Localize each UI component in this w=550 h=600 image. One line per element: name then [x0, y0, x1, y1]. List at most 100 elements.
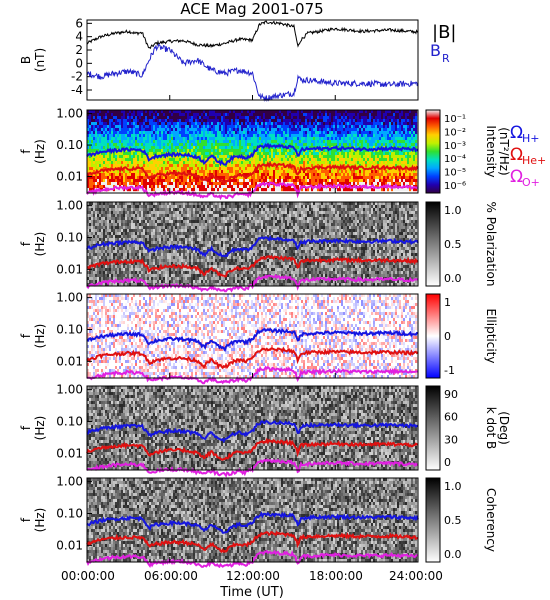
colorbar-tick-label: 1	[444, 296, 451, 309]
y-axis-unit: (nT)	[33, 48, 47, 72]
gyrofrequency-curve-h	[86, 234, 419, 258]
y-tick-label: 1.00	[56, 291, 83, 305]
y-tick-label: -2	[71, 70, 83, 84]
y-tick-label: 0.10	[56, 414, 83, 428]
y-tick-label: -4	[71, 83, 83, 97]
x-tick-label: 12:00:00	[226, 569, 280, 583]
heatmap-cells	[87, 202, 418, 287]
colorbar-tick-label: 1.0	[444, 204, 462, 217]
gyrofrequency-curve-he	[86, 530, 419, 554]
colorbar-tick-label: 0	[444, 330, 451, 343]
colorbar-label: % Polarization	[484, 202, 498, 287]
legend-ion-label: H+	[522, 132, 540, 145]
panel-coherency: f (Hz) 1.00 0.10 0.01 1.0 0.5 0.0 Coherency	[19, 475, 498, 569]
x-tick-label: 00:00:00	[61, 569, 115, 583]
legend-br-sub: R	[442, 52, 450, 65]
gyrofrequency-curve-h	[86, 420, 419, 444]
heatmap-cells	[87, 478, 418, 563]
colorbar-label: Ellipticity	[484, 309, 498, 364]
gyrofrequency-curve-he	[86, 254, 419, 278]
colorbar-tick-label: 0.5	[444, 514, 462, 527]
y-axis-label: f	[19, 241, 33, 246]
y-axis-unit: (Hz)	[33, 232, 47, 257]
colorbar-tick-label: 60	[444, 411, 458, 424]
y-tick-label: 0.01	[56, 262, 83, 276]
x-tick-label: 24:00:00	[389, 569, 443, 583]
heatmap-cells	[87, 386, 418, 471]
x-axis-label: Time (UT)	[219, 585, 284, 600]
colorbar-tick-label: 0.5	[444, 238, 462, 251]
colorbar-tick-label: 0.0	[444, 272, 462, 285]
x-tick-label: 18:00:00	[309, 569, 363, 583]
gyrofrequency-curve-h	[86, 142, 419, 167]
y-tick-label: 0.01	[56, 170, 83, 184]
y-axis-label: B	[19, 56, 33, 64]
y-tick-label: 0	[75, 56, 83, 70]
x-axis: 00:00:00 06:00:00 12:00:00 18:00:00 24:0…	[61, 569, 443, 600]
series-line-br	[86, 43, 419, 102]
legend-ion-label: O+	[522, 176, 540, 189]
colorbar-label: (nT²/Hz)	[497, 127, 511, 175]
colorbar	[425, 201, 441, 287]
gyrofrequency-curve-h	[86, 511, 419, 534]
legend-ion-label: He+	[522, 154, 546, 167]
colorbar-tick-label: 30	[444, 433, 458, 446]
colorbar-tick-label: 90	[444, 388, 458, 401]
y-axis-unit: (Hz)	[33, 139, 47, 164]
colorbar	[425, 477, 441, 563]
y-tick-label: 1.00	[56, 107, 83, 121]
panel-ellipticity: f (Hz) 1.00 0.10 0.01 1 0 -1 Ellipticity	[19, 291, 498, 385]
gyrofrequency-curve-o	[86, 273, 419, 293]
colorbar-label: Coherency	[484, 488, 498, 552]
legend-br: B	[430, 41, 441, 60]
colorbar-tick-label: 10⁻⁶	[444, 181, 466, 192]
gyrofrequency-curve-he	[86, 346, 419, 370]
y-tick-label: 1.00	[56, 383, 83, 397]
y-tick-label: 0.10	[56, 322, 83, 336]
gyrofrequency-curve-he	[86, 437, 419, 461]
y-axis-unit: (Hz)	[33, 508, 47, 533]
colorbar-tick-label: 10⁻¹	[444, 114, 466, 125]
colorbar-label: (Deg)	[497, 411, 511, 445]
colorbar-tick-label: 0.0	[444, 548, 462, 561]
y-axis-label: f	[19, 425, 33, 430]
y-tick-label: 1.00	[56, 199, 83, 213]
panel-kdotb: f (Hz) 1.00 0.10 0.01 90 60 30 0 k dot B (Deg)	[19, 383, 511, 478]
y-tick-label: 4	[75, 30, 83, 44]
y-tick-label: 0.10	[56, 506, 83, 520]
gyrofrequency-curve-o	[86, 549, 419, 569]
y-axis-label: f	[19, 149, 33, 154]
y-tick-label: 0.10	[56, 230, 83, 244]
y-tick-label: 2	[75, 43, 83, 57]
x-tick-label: 06:00:00	[144, 569, 198, 583]
series-line-b	[86, 20, 419, 50]
colorbar-tick-label: 10⁻⁴	[444, 154, 466, 165]
legend-omega-h: Ω	[510, 123, 523, 143]
colorbar-tick-label: 0	[444, 456, 451, 469]
colorbar-tick-label: 10⁻⁵	[444, 168, 466, 179]
colorbar-tick-label: -1	[444, 364, 455, 377]
y-tick-label: 0.01	[56, 446, 83, 460]
panel-polarization: f (Hz) 1.00 0.10 0.01 1.0 0.5 0.0 % Polarization	[19, 199, 498, 293]
y-tick-label: 1.00	[56, 475, 83, 489]
y-axis-label: f	[19, 517, 33, 522]
colorbar	[425, 385, 441, 471]
gyrofrequency-curve-he	[86, 161, 419, 185]
legend-omega-he: Ω	[510, 145, 523, 165]
y-tick-label: 0.01	[56, 354, 83, 368]
colorbar-label: Intensity	[484, 125, 498, 177]
chart-title: ACE Mag 2001-075	[180, 0, 323, 18]
y-tick-label: 0.10	[56, 138, 83, 152]
colorbar	[425, 293, 441, 379]
colorbar-tick-label: 1.0	[444, 480, 462, 493]
gyrofrequency-curve-h	[86, 327, 419, 353]
y-axis-label: f	[19, 333, 33, 338]
colorbar-tick-label: 10⁻³	[444, 141, 466, 152]
colorbar-label: k dot B	[484, 407, 498, 449]
y-axis-unit: (Hz)	[33, 416, 47, 441]
gyrofrequency-curve-o	[86, 458, 419, 478]
legend-mag-b: |B|	[432, 22, 456, 43]
